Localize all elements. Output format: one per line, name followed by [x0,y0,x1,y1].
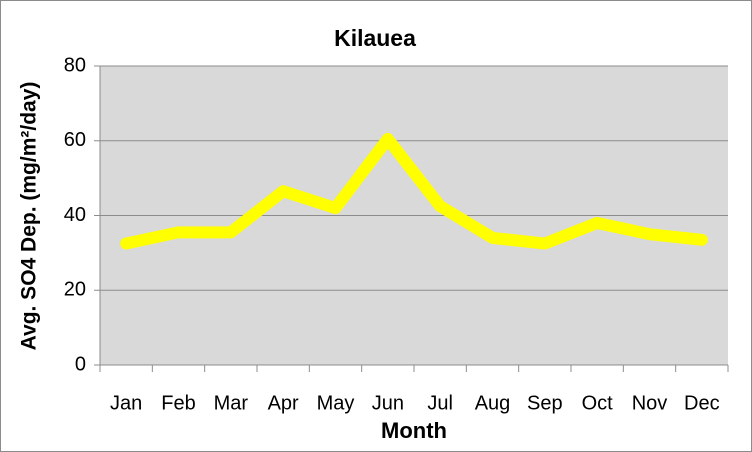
y-tick-label: 20 [64,279,86,301]
y-tick-label: 40 [64,204,86,226]
y-tick-label: 60 [64,129,86,151]
x-tick-label: Jul [427,392,453,414]
x-tick-label: Jan [110,392,142,414]
x-tick-label: May [317,392,355,414]
y-axis-title: Avg. SO4 Dep. (mg/m²/day) [18,82,41,351]
chart-title: Kilauea [334,25,416,51]
x-tick-label: Mar [214,392,249,414]
x-tick-label: Sep [527,392,563,414]
x-axis-title: Month [381,418,447,443]
x-tick-label: Apr [268,392,299,414]
x-tick-label: Jun [372,392,404,414]
x-tick-label: Feb [161,392,195,414]
y-tick-label: 0 [75,353,86,375]
x-tick-label: Aug [475,392,511,414]
data-line [120,132,708,250]
x-tick-label: Dec [684,392,720,414]
x-tick-label: Oct [582,392,614,414]
x-tick-label: Nov [632,392,668,414]
y-tick-label: 80 [64,54,86,76]
